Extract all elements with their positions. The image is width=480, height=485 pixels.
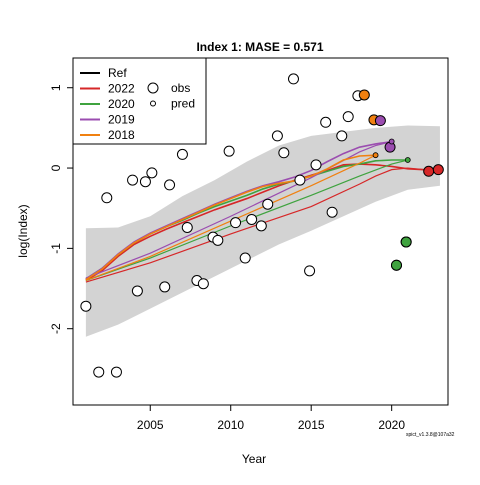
obs-point [294,174,306,186]
obs-point [164,179,176,191]
obs-point [131,285,143,297]
obs-point [278,147,290,159]
legend-key-pred [150,100,156,107]
pred-point [388,138,395,145]
y-tick-label: 1 [49,84,63,91]
obs-point [139,176,151,188]
obs-point [197,278,209,290]
obs-point [262,198,274,210]
chart-title: Index 1: MASE = 0.571 [196,40,323,54]
x-axis: 2005 2010 2015 2020 [137,404,405,432]
obs-point [212,234,224,246]
legend-label-2019: 2019 [108,113,135,127]
legend-label-pred: pred [171,97,195,111]
obs-point [146,167,158,179]
obs-point [230,217,242,229]
series-fit-2018 [85,154,376,281]
obs-point [336,130,348,142]
legend-label-2018: 2018 [108,128,135,142]
series-fit-2022 [85,163,440,282]
holdout-obs-point [390,259,402,271]
x-axis-label: Year [242,452,266,466]
x-tick-label: 2010 [217,418,244,432]
holdout-obs-point [423,165,435,177]
holdout-obs-point [400,236,412,248]
obs-point [287,73,299,85]
holdout-obs-point [358,89,370,101]
obs-point [80,300,92,312]
obs-point [326,206,338,218]
y-axis-label: log(Index) [16,204,30,257]
y-tick-label: -2 [49,323,63,334]
obs-point [239,252,251,264]
obs-point [320,116,332,128]
obs-point [246,213,258,225]
legend-key-obs [147,82,159,94]
x-tick-label: 2020 [378,418,405,432]
legend-label-Ref: Ref [108,66,127,80]
obs-point [101,192,113,204]
obs-point [181,221,193,233]
legend-label-obs: obs [171,81,190,95]
obs-point [271,130,283,142]
holdout-obs-point [374,115,386,127]
obs-point [223,145,235,157]
footnote: spict_v1.3.8@107a32 [406,432,455,438]
legend-label-2020: 2020 [108,97,135,111]
series-lines-layer [85,140,440,283]
obs-point [127,174,139,186]
x-tick-label: 2005 [137,418,164,432]
obs-point [93,366,105,378]
y-tick-label: -1 [49,243,63,254]
pred-point [372,152,379,159]
legend-label-2022: 2022 [108,82,135,96]
obs-point [110,366,122,378]
y-tick-label: 0 [49,164,63,171]
holdout-obs-point [432,164,444,176]
pred-point [404,157,411,163]
y-axis: -2 -1 0 1 [49,84,74,334]
obs-point [342,111,354,123]
series-line-2020 [85,159,408,282]
points-layer [80,73,444,378]
obs-point [159,281,171,293]
obs-point [310,159,322,171]
obs-point [304,265,316,277]
obs-point [176,148,188,160]
x-tick-label: 2015 [298,418,325,432]
obs-point [255,220,267,232]
series-line-2019 [85,140,392,279]
